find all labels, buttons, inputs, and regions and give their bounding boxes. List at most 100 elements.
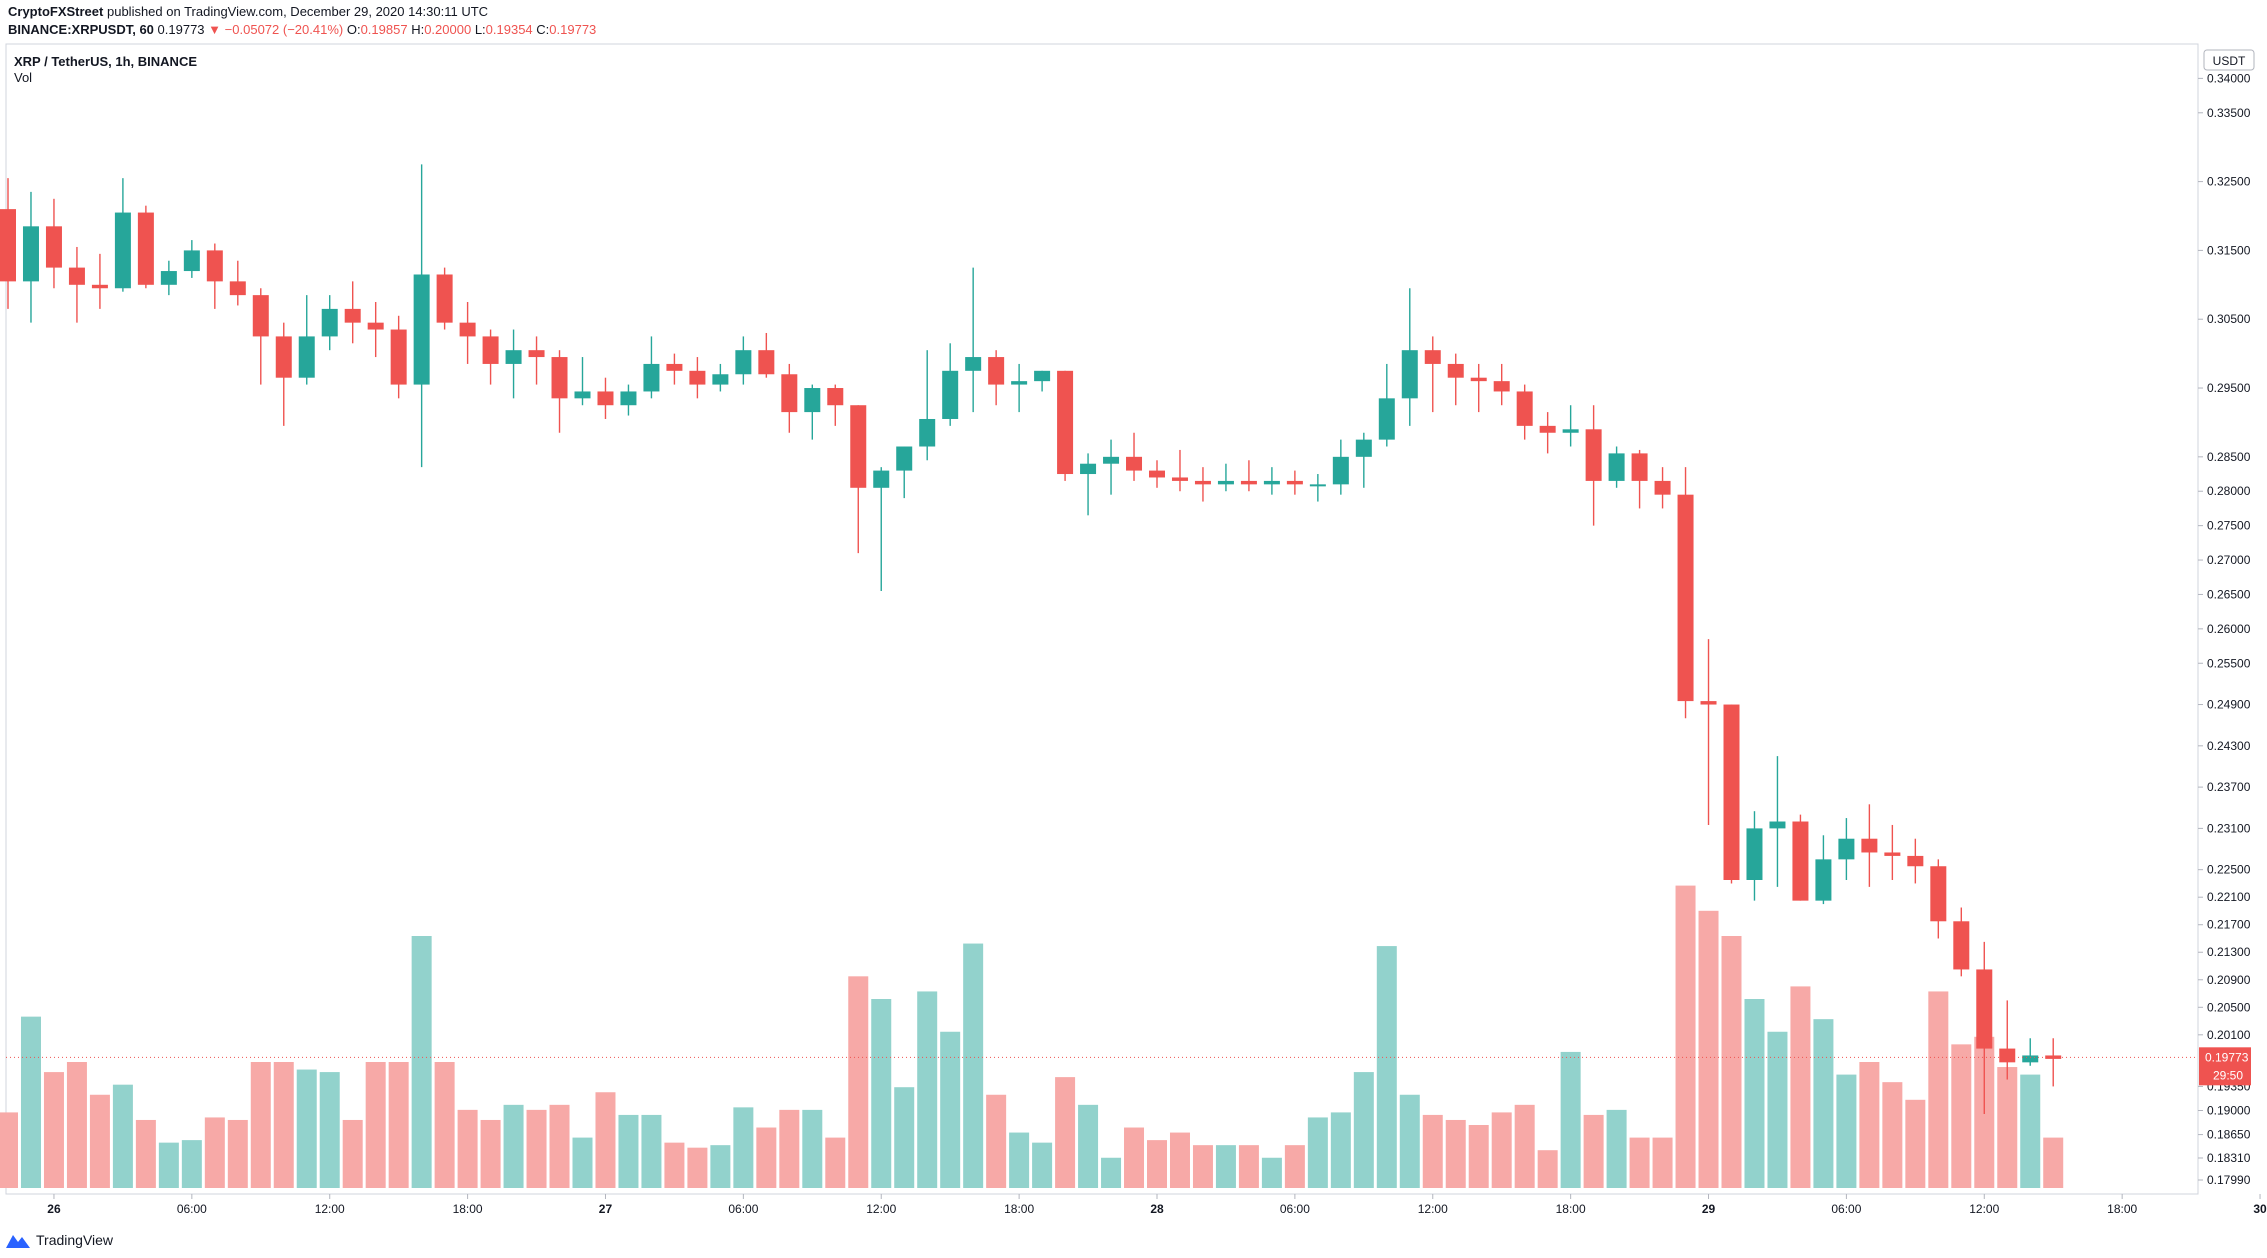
volume-bar [664, 1142, 685, 1188]
volume-bar [1652, 1137, 1673, 1188]
volume-bar [1284, 1145, 1305, 1188]
volume-bar [1376, 946, 1397, 1188]
volume-bar [158, 1142, 179, 1188]
time-tick-label: 12:00 [315, 1202, 345, 1216]
volume-bar [1514, 1104, 1535, 1188]
last-price-badge-value: 0.19773 [2205, 1050, 2249, 1064]
currency-badge[interactable]: USDT [2203, 49, 2255, 71]
volume-bar [135, 1119, 156, 1188]
volume-bar [848, 976, 869, 1188]
plot-frame [5, 43, 2199, 1195]
price-tick-label: 0.20900 [2207, 973, 2251, 987]
price-tick-label: 0.28500 [2207, 450, 2251, 464]
candle-body [1286, 480, 1303, 485]
candle-body [390, 329, 407, 385]
candle-body [1103, 456, 1120, 464]
publisher-name[interactable]: CryptoFXStreet [8, 4, 104, 19]
candle-body [1562, 429, 1579, 433]
volume-bar [595, 1092, 616, 1188]
candle-body [965, 357, 982, 371]
price-tick-label: 0.21700 [2207, 918, 2251, 932]
candle-body [183, 250, 200, 272]
volume-bar [1675, 885, 1696, 1188]
volume-bar [1836, 1074, 1857, 1188]
candle-body [804, 388, 821, 413]
price-tick-label: 0.31500 [2207, 243, 2251, 257]
price-tick-label: 0.23100 [2207, 821, 2251, 835]
price-axis[interactable]: 0.34000 0.33500 0.32500 0.31500 0.30500 0.295… [2198, 71, 2251, 1187]
volume-bar [1583, 1114, 1604, 1188]
candle-body [551, 357, 568, 399]
candle-body [298, 336, 315, 378]
price-tick-label: 0.26000 [2207, 622, 2251, 636]
time-tick-label: 18:00 [453, 1202, 483, 1216]
time-tick-label: 27 [599, 1202, 613, 1216]
volume-bar [549, 1104, 570, 1188]
volume-bar [733, 1107, 754, 1188]
candle-body [850, 405, 867, 488]
candle-body [160, 271, 177, 285]
time-tick-label: 28 [1150, 1202, 1164, 1216]
price-tick-label: 0.26500 [2207, 587, 2251, 601]
time-axis[interactable]: 26 06:00 12:00 18:00 27 06:00 12:00 18:00 28 06:0… [47, 1194, 2267, 1216]
candle-body [1953, 921, 1970, 970]
volume-bar [89, 1094, 110, 1188]
candle-body [712, 374, 729, 385]
volume-bar [1422, 1114, 1443, 1188]
candle-body [1769, 821, 1786, 829]
volume-bar [1238, 1145, 1259, 1188]
close-value: 0.19773 [549, 22, 597, 37]
candle-body [2045, 1055, 2062, 1059]
volume-bar [1215, 1145, 1236, 1188]
volume-bar [802, 1109, 823, 1188]
volume-bar [250, 1062, 271, 1188]
price-tick-label: 0.21300 [2207, 945, 2251, 959]
volume-bar [2020, 1074, 2041, 1188]
candle-body [1401, 350, 1418, 399]
volume-bar [1009, 1132, 1030, 1188]
candle-body [873, 470, 890, 488]
candle-body [1677, 494, 1694, 702]
tradingview-brand[interactable]: TradingView [6, 1232, 113, 1248]
candle-body [1447, 363, 1464, 378]
volume-bar [871, 999, 892, 1188]
time-tick-label: 26 [47, 1202, 61, 1216]
close-label: C: [536, 22, 550, 37]
volume-bars [0, 885, 2064, 1188]
volume-bar [986, 1094, 1007, 1188]
last-price-badge [2199, 1047, 2251, 1086]
volume-bar [319, 1072, 340, 1188]
volume-bar [1055, 1077, 1076, 1188]
candle-body [1539, 425, 1556, 433]
candle-body [0, 209, 16, 282]
candle-body [229, 281, 246, 296]
volume-bar [1468, 1125, 1489, 1188]
time-tick-label: 29 [1702, 1202, 1716, 1216]
candle-body [758, 350, 775, 375]
volume-bar [1997, 1067, 2018, 1188]
volume-bar [1537, 1150, 1558, 1188]
time-tick-label: 18:00 [1556, 1202, 1586, 1216]
candle-body [620, 391, 637, 406]
price-change: −0.05072 (−20.41%) [224, 22, 344, 37]
candle-body [413, 274, 430, 385]
candle-body [827, 388, 844, 406]
candle-body [367, 322, 384, 330]
candle-body [1194, 480, 1211, 485]
candle-body [643, 363, 660, 392]
candle-body [1654, 480, 1671, 495]
time-tick-label: 12:00 [866, 1202, 896, 1216]
volume-bar [20, 1016, 41, 1188]
time-tick-label: 12:00 [1418, 1202, 1448, 1216]
price-tick-label: 0.24900 [2207, 698, 2251, 712]
time-tick-label: 06:00 [177, 1202, 207, 1216]
candle-body [2022, 1055, 2039, 1063]
price-tick-label: 0.25500 [2207, 656, 2251, 670]
volume-bar [572, 1137, 593, 1188]
candle-body [666, 363, 683, 371]
volume-bar [1721, 936, 1742, 1188]
volume-bar [1767, 1031, 1788, 1188]
time-tick-label: 06:00 [1280, 1202, 1310, 1216]
candle-body [275, 336, 292, 378]
